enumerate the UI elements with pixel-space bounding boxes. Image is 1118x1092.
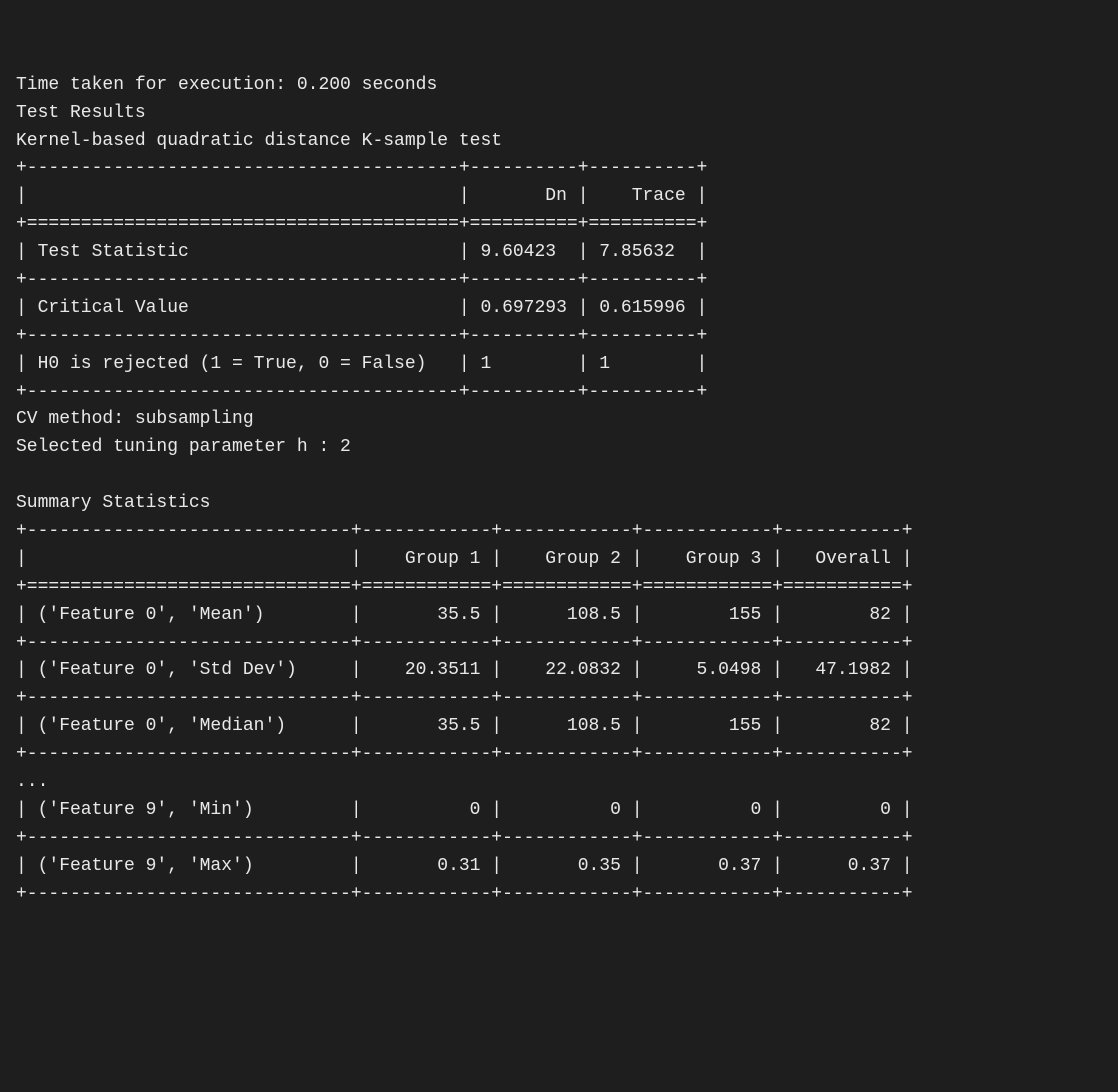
terminal-output: Time taken for execution: 0.200 seconds … — [16, 72, 1102, 909]
